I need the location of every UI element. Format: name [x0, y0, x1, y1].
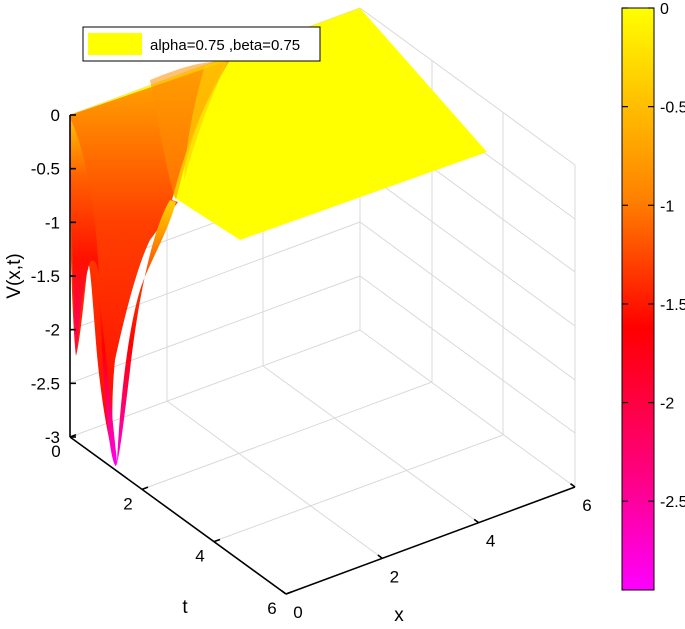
- x-tick: [281, 590, 287, 595]
- t-tick: [213, 538, 221, 543]
- surface-shallow-trough: [70, 118, 99, 355]
- colorbar-tick-label: -0.5: [660, 100, 685, 117]
- surface: [70, 8, 487, 466]
- z-axis-label: V(x,t): [4, 253, 25, 298]
- z-tick-label: -0.5: [31, 160, 60, 179]
- colorbar-tick-label: -1.5: [660, 297, 685, 314]
- x-tick-label: 0: [293, 603, 302, 622]
- colorbar-tick-label: 0: [660, 1, 669, 18]
- axis-ticks: [69, 114, 576, 595]
- t-axis-line: [69, 436, 287, 595]
- colorbar-tick-label: -1: [660, 198, 674, 215]
- z-tick-label: -3: [45, 428, 60, 447]
- x-tick-label: 6: [582, 496, 591, 515]
- x-tick-label: 2: [390, 567, 399, 586]
- z-tick-label: -1.5: [31, 267, 60, 286]
- t-tick: [285, 591, 293, 595]
- legend-swatch: [88, 33, 142, 55]
- z-tick-label: -1: [45, 213, 60, 232]
- colorbar-tick-label: -2.5: [660, 494, 685, 511]
- colorbar-tick-label: -2: [660, 396, 674, 413]
- t-tick: [69, 434, 77, 438]
- z-tick-label: 0: [51, 106, 60, 125]
- t-tick-label: 0: [51, 442, 60, 461]
- x-tick: [377, 554, 383, 559]
- x-tick-label: 4: [486, 532, 495, 551]
- z-tick-label: -2.5: [31, 374, 60, 393]
- x-axis-label: x: [394, 605, 404, 624]
- z-tick-label: -2: [45, 321, 60, 340]
- x-axis-line: [285, 486, 576, 595]
- t-axis-label: t: [182, 597, 188, 618]
- x-tick: [473, 518, 480, 524]
- legend-entry-label: alpha=0.75 ,beta=0.75: [150, 37, 300, 54]
- legend: alpha=0.75 ,beta=0.75: [82, 26, 321, 62]
- colorbar-gradient: [621, 7, 655, 591]
- x-tick: [570, 483, 576, 488]
- colorbar: 0 -0.5 -1 -1.5 -2 -2.5: [621, 1, 685, 591]
- t-tick: [141, 486, 149, 491]
- surface-front-wall: [70, 60, 230, 462]
- t-tick-label: 6: [267, 599, 276, 618]
- t-tick-label: 2: [123, 494, 132, 513]
- colorbar-ticks: 0 -0.5 -1 -1.5 -2 -2.5: [622, 1, 685, 511]
- surface-fold-highlight-2: [184, 60, 228, 180]
- t-tick-label: 4: [195, 547, 204, 566]
